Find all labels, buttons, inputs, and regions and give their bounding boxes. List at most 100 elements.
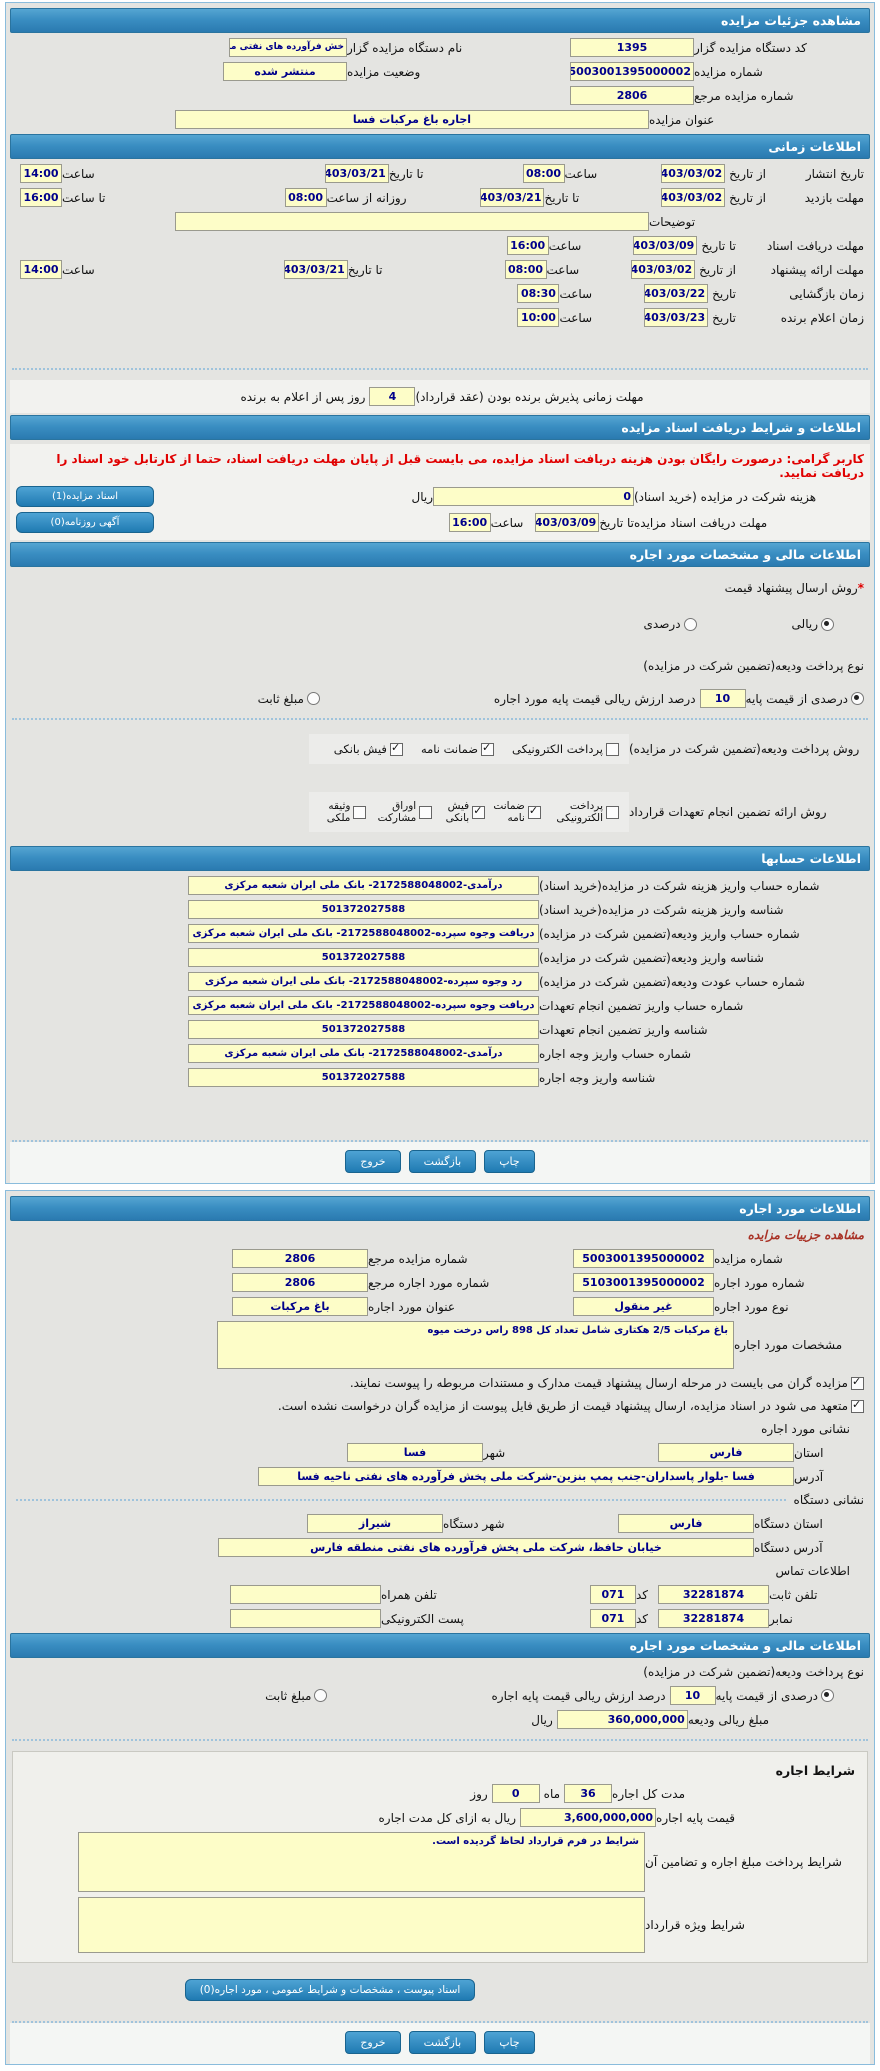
phone-code-field[interactable]: 071: [589, 1585, 636, 1604]
winner-time-field[interactable]: 10:00: [517, 308, 560, 327]
account-field[interactable]: 501372027588: [188, 1068, 539, 1087]
account-field[interactable]: دریافت وجوه سپرده-2172588048002- بانک مل…: [188, 996, 539, 1015]
guarantee-bank-slip-checkbox[interactable]: [472, 804, 486, 819]
exit-button[interactable]: خروج: [345, 2031, 401, 2054]
percent-radio[interactable]: [683, 617, 697, 631]
attach-docs-checkbox[interactable]: [851, 1375, 864, 1390]
docs-deadline-time-field[interactable]: 16:00: [448, 513, 491, 532]
auction-subject-field[interactable]: اجاره باغ مرکبات فسا: [175, 110, 649, 129]
no-file-checkbox[interactable]: [851, 1398, 864, 1413]
opening-time-field[interactable]: 08:30: [517, 284, 560, 303]
org-address-field[interactable]: خیابان حافظ، شرکت ملی پخش فرآورده های نف…: [218, 1538, 754, 1557]
offer-from-group: مهلت ارائه پیشنهاد از تاریخ 1403/03/02: [627, 260, 864, 279]
deposit-percent-field-2[interactable]: 10: [669, 1686, 716, 1705]
account-field[interactable]: رد وجوه سپرده-2172588048002- بانک ملی ای…: [188, 972, 539, 991]
phone-field[interactable]: 32281874: [658, 1585, 769, 1604]
opening-date-field[interactable]: 1403/03/22: [644, 284, 709, 303]
duration-days-field[interactable]: 0: [491, 1784, 540, 1803]
deposit-amount-field[interactable]: 360,000,000: [556, 1710, 688, 1729]
offer-from-time-field[interactable]: 08:00: [504, 260, 547, 279]
email-field[interactable]: [229, 1609, 381, 1628]
rental-address-label: آدرس: [794, 1469, 824, 1484]
guarantee-estate-checkbox[interactable]: [353, 805, 367, 819]
docs-deadline-date-field[interactable]: 1403/03/09: [535, 513, 600, 532]
province-field[interactable]: فارس: [658, 1443, 794, 1462]
special-terms-textarea[interactable]: [78, 1897, 645, 1953]
publish-from-time-field[interactable]: 08:00: [522, 164, 565, 183]
base-price-field[interactable]: 3,600,000,000: [520, 1808, 657, 1827]
rental-address-field[interactable]: فسا -بلوار پاسداران-جنب پمپ بنزین-شرکت م…: [258, 1467, 794, 1486]
print-button[interactable]: چاپ: [484, 2031, 535, 2054]
mobile-field[interactable]: [229, 1585, 381, 1604]
attached-docs-button[interactable]: اسناد پیوست ، مشخصات و شرایط عمومی ، مور…: [184, 1979, 476, 2001]
doc-receive-date-field[interactable]: 1403/03/09: [633, 236, 698, 255]
account-row: شناسه واریز تضمین انجام تعهدات 501372027…: [16, 1020, 864, 1039]
org-province-field[interactable]: فارس: [618, 1514, 754, 1533]
bank-slip-checkbox[interactable]: [389, 741, 403, 756]
account-field[interactable]: 501372027588: [188, 900, 539, 919]
fixed-amount-radio-2[interactable]: [314, 1689, 328, 1702]
exit-button[interactable]: خروج: [345, 1150, 401, 1173]
offer-to-time-field[interactable]: 14:00: [20, 260, 62, 279]
city-field[interactable]: فسا: [347, 1443, 483, 1462]
duration-months-field[interactable]: 36: [564, 1784, 613, 1803]
fax-code-field[interactable]: 071: [589, 1609, 636, 1628]
publish-from-time-group: ساعت 08:00: [519, 164, 597, 183]
rental-item-ref-field[interactable]: 2806: [232, 1273, 368, 1292]
docs-deadline-label: مهلت دریافت اسناد مزایده: [634, 515, 768, 530]
guarantee-letter-checkbox-2[interactable]: [527, 804, 541, 819]
rental-title-field[interactable]: باغ مرکبات: [232, 1297, 368, 1316]
doc-receive-time-field[interactable]: 16:00: [506, 236, 549, 255]
actions-row-1: چاپ بازگشت خروج: [10, 1142, 870, 1183]
rental-item-number-field[interactable]: 5103001395000002: [573, 1273, 714, 1292]
doc-receive-label: مهلت دریافت اسناد: [766, 238, 864, 253]
winner-date-field[interactable]: 1403/03/23: [644, 308, 709, 327]
auctioneer-code-field[interactable]: 1395: [570, 38, 694, 57]
newspaper-ad-button[interactable]: آگهی روزنامه(0): [16, 512, 154, 533]
print-button[interactable]: چاپ: [484, 1150, 535, 1173]
rental-type-field[interactable]: غیر منقول: [573, 1297, 714, 1316]
back-button[interactable]: بازگشت: [408, 2031, 477, 2054]
offer-to-date-field[interactable]: 1403/03/21: [283, 260, 348, 279]
back-button[interactable]: بازگشت: [408, 1150, 477, 1173]
acceptance-days-field[interactable]: 4: [369, 387, 416, 406]
notes-field[interactable]: [175, 212, 649, 231]
visit-to-date-field[interactable]: 1403/03/21: [480, 188, 545, 207]
visit-daily-from-field[interactable]: 08:00: [284, 188, 327, 207]
percent-of-base-radio[interactable]: [851, 692, 864, 705]
guarantee-epay-checkbox[interactable]: [606, 805, 619, 819]
percent-of-base-radio-2[interactable]: [821, 1689, 834, 1702]
epay-checkbox[interactable]: [606, 742, 619, 756]
publish-to-time-field[interactable]: 14:00: [20, 164, 62, 183]
row-notes: توضیحات: [16, 212, 864, 231]
view-auction-details-link[interactable]: مشاهده جزییات مزایده: [747, 1228, 864, 1242]
guarantee-letter-checkbox[interactable]: [481, 741, 495, 756]
publish-to-date-field[interactable]: 1403/03/21: [324, 164, 389, 183]
fax-field[interactable]: 32281874: [658, 1609, 769, 1628]
account-field[interactable]: درآمدی-2172588048002- بانک ملی ایران شعب…: [188, 876, 539, 895]
offer-from-date-field[interactable]: 1403/03/02: [631, 260, 696, 279]
visit-from-date-field[interactable]: 1403/03/02: [661, 188, 726, 207]
rental-auction-number-field[interactable]: 5003001395000002: [573, 1249, 714, 1268]
auction-number-field[interactable]: 5003001395000002: [570, 62, 694, 81]
status-field[interactable]: منتشر شده: [223, 62, 347, 81]
reference-number-field[interactable]: 2806: [570, 86, 694, 105]
account-field[interactable]: دریافت وجوه سپرده-2172588048002- بانک مل…: [188, 924, 539, 943]
fixed-amount-radio[interactable]: [306, 692, 320, 705]
rial-radio[interactable]: [821, 617, 834, 631]
rental-spec-textarea[interactable]: باغ مرکبات 2/5 هکتاری شامل تعداد کل 898 …: [217, 1321, 734, 1369]
account-field[interactable]: 501372027588: [188, 948, 539, 967]
publish-from-date-field[interactable]: 1403/03/02: [661, 164, 726, 183]
guarantee-bonds-checkbox[interactable]: [419, 805, 433, 819]
account-label: شماره حساب واریز ودیعه(تضمین شرکت در مزا…: [539, 926, 800, 941]
deposit-percent-field[interactable]: 10: [699, 689, 746, 708]
pay-terms-textarea[interactable]: شرایط در فرم قرارداد لحاظ گردیده است.: [78, 1832, 645, 1892]
rental-ref-number-field[interactable]: 2806: [232, 1249, 368, 1268]
account-field[interactable]: 501372027588: [188, 1020, 539, 1039]
fee-field[interactable]: 0: [433, 487, 634, 506]
account-field[interactable]: درآمدی-2172588048002- بانک ملی ایران شعب…: [188, 1044, 539, 1063]
visit-daily-to-field[interactable]: 16:00: [20, 188, 62, 207]
auction-docs-button[interactable]: اسناد مزایده(1): [16, 486, 154, 507]
auctioneer-name-field[interactable]: خش فرآورده های نفتی منط: [229, 38, 347, 57]
org-city-field[interactable]: شیراز: [307, 1514, 443, 1533]
